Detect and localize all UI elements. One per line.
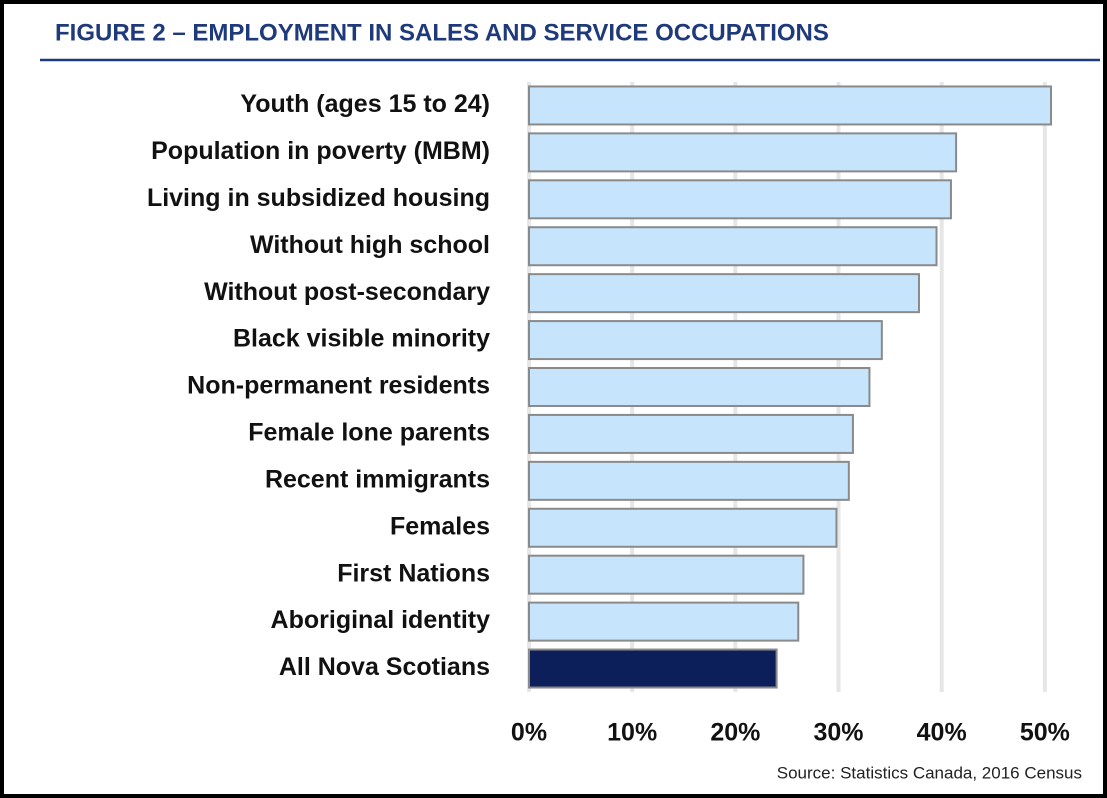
- bar: [528, 413, 854, 454]
- bar: [528, 601, 800, 642]
- category-label: Females: [390, 512, 490, 540]
- bar: [528, 226, 938, 267]
- bar: [528, 132, 958, 173]
- category-label: Female lone parents: [248, 419, 490, 447]
- x-tick-label: 30%: [813, 719, 863, 747]
- bar: [528, 460, 850, 501]
- x-tick-label: 40%: [917, 719, 967, 747]
- category-label: Living in subsidized housing: [147, 184, 490, 212]
- bar: [528, 85, 1053, 126]
- bar: [528, 507, 838, 548]
- source: Source: Statistics Canada, 2016 Census: [777, 763, 1082, 782]
- category-label: Non-permanent residents: [187, 372, 490, 400]
- category-label: Recent immigrants: [265, 465, 490, 493]
- category-label: Without high school: [250, 231, 490, 259]
- bar: [528, 179, 952, 220]
- category-label: Population in poverty (MBM): [151, 137, 490, 165]
- bar: [528, 554, 805, 595]
- category-label: Aboriginal identity: [271, 606, 491, 634]
- x-tick-label: 50%: [1020, 719, 1070, 747]
- x-tick-label: 10%: [607, 719, 657, 747]
- x-tick-label: 20%: [710, 719, 760, 747]
- x-tick-label: 0%: [511, 719, 547, 747]
- bar: [528, 367, 871, 407]
- bar: [528, 648, 778, 689]
- category-label: All Nova Scotians: [279, 653, 490, 681]
- category-label: Black visible minority: [233, 325, 490, 353]
- bar: [528, 273, 920, 314]
- chart-title: FIGURE 2 – EMPLOYMENT IN SALES AND SERVI…: [55, 19, 829, 46]
- bar: [528, 320, 883, 361]
- category-label: Without post-secondary: [204, 278, 490, 306]
- category-label: Youth (ages 15 to 24): [240, 90, 490, 118]
- category-label: First Nations: [337, 559, 490, 587]
